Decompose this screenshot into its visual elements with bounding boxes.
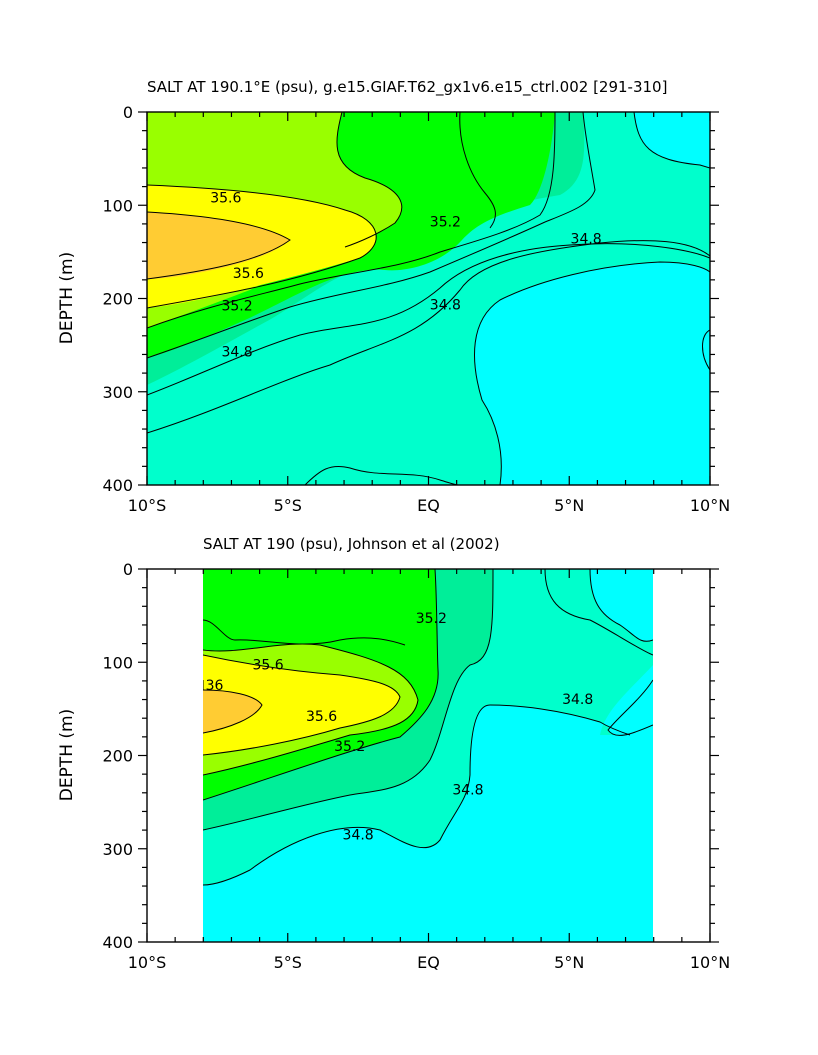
bottom-y-tick-label: 200 [102, 747, 133, 766]
top-y-tick-label: 100 [102, 196, 133, 215]
bottom-fill-35.6-band [203, 655, 400, 755]
top-axis-ticks: 10°S 5°S EQ 5°N 10°N 0 100 200 300 400 [102, 103, 730, 515]
bottom-y-axis-label: DEPTH (m) [57, 709, 77, 801]
bottom-x-tick-label: 10°S [128, 953, 167, 972]
top-y-axis-label: DEPTH (m) [57, 252, 77, 344]
top-contour-lines [147, 112, 710, 485]
bottom-x-tick-label: 5°S [274, 953, 302, 972]
top-contour-fill [147, 112, 710, 485]
bottom-x-tick-label: EQ [417, 953, 440, 972]
top-x-tick-label: 5°N [554, 496, 584, 515]
bottom-contour-label: 35.6 [252, 658, 283, 674]
top-contour-label: 34.8 [430, 298, 461, 314]
bottom-contour-label: 34.8 [343, 827, 374, 843]
top-contour-labels: 35.6 35.6 35.2 34.8 35.2 34.8 34.8 [210, 190, 601, 360]
bottom-x-tick-label: 5°N [554, 953, 584, 972]
top-panel: SALT AT 190.1°E (psu), g.e15.GIAF.T62_gx… [57, 78, 730, 515]
bottom-contour-label: 34.8 [452, 783, 483, 799]
bottom-contour-lines [203, 569, 653, 886]
bottom-contour-label: 35.6 [306, 709, 337, 725]
bottom-panel-title: SALT AT 190 (psu), Johnson et al (2002) [203, 535, 500, 553]
top-y-tick-label: 300 [102, 383, 133, 402]
top-y-tick-label: 400 [102, 476, 133, 495]
bottom-axis-ticks: 10°S 5°S EQ 5°N 10°N 0 100 200 300 400 [102, 560, 730, 972]
top-y-tick-label: 200 [102, 290, 133, 309]
bottom-fill-34.6-corner-2 [608, 680, 653, 736]
bottom-contour-fill [203, 569, 653, 942]
top-x-tick-label: 10°N [690, 496, 730, 515]
bottom-y-tick-label: 300 [102, 840, 133, 859]
bottom-y-tick-label: 0 [123, 560, 133, 579]
bottom-contour-labels: 35.6 36 35.6 35.2 35.2 34.8 34.8 34.8 [206, 611, 594, 843]
bottom-fill-35.8-band [203, 690, 262, 733]
top-contour-label: 35.2 [430, 215, 461, 231]
top-contour-label: 35.6 [233, 266, 264, 282]
top-contour-label: 34.8 [221, 344, 252, 360]
bottom-x-tick-label: 10°N [690, 953, 730, 972]
bottom-contour-label: 35.2 [334, 739, 365, 755]
top-fill-35.8-band [147, 212, 290, 279]
bottom-fill-34.6-corner-1 [590, 569, 653, 642]
bottom-panel: SALT AT 190 (psu), Johnson et al (2002) [57, 535, 730, 972]
top-fill-34.6-corner [634, 112, 710, 168]
top-panel-title: SALT AT 190.1°E (psu), g.e15.GIAF.T62_gx… [147, 78, 667, 97]
top-contour-label: 34.8 [571, 231, 602, 247]
top-x-tick-label: 10°S [128, 496, 167, 515]
top-contour-label: 35.2 [221, 299, 252, 315]
top-x-tick-label: EQ [417, 496, 440, 515]
top-contour-label: 35.6 [210, 190, 241, 206]
bottom-y-tick-label: 100 [102, 653, 133, 672]
bottom-contour-label: 35.2 [416, 611, 447, 627]
top-fill-34.6-band [474, 262, 710, 485]
bottom-contour-label: 34.8 [562, 692, 593, 708]
top-y-tick-label: 0 [123, 103, 133, 122]
bottom-y-tick-label: 400 [102, 933, 133, 952]
top-x-tick-label: 5°S [274, 496, 302, 515]
bottom-contour-label: 36 [206, 678, 224, 694]
